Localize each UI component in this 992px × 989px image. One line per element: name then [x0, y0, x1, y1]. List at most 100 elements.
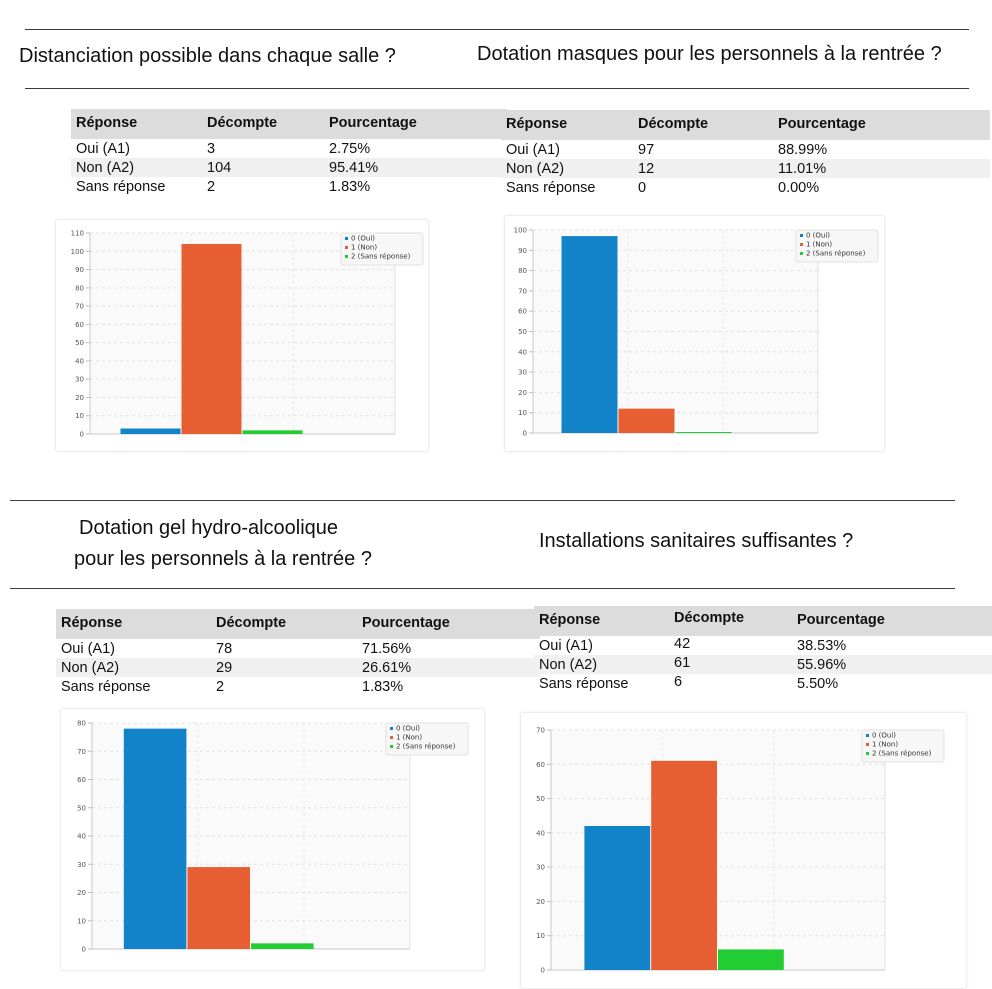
bar-chart: 0 10 20 30 40 50 60 70 80 90 100 110 0 (Oui)1 (Non)2… — [71, 230, 424, 439]
divider — [10, 500, 955, 501]
results-table: Réponse Décompte Pourcentage Oui (A1) 97… — [501, 110, 990, 197]
y-tick-label: 70 — [75, 303, 84, 311]
bar — [251, 943, 314, 949]
legend-swatch — [800, 252, 803, 255]
table-row: Non (A2) 61 55.96% — [534, 655, 992, 674]
y-tick-label: 50 — [75, 339, 84, 347]
table-row: Sans réponse 6 5.50% — [534, 674, 992, 693]
y-tick-label: 10 — [77, 917, 86, 925]
y-tick-label: 60 — [75, 321, 84, 329]
y-tick-label: 110 — [71, 230, 84, 238]
legend-swatch — [390, 727, 393, 730]
y-tick-label: 60 — [77, 776, 86, 784]
table-row: Non (A2) 29 26.61% — [56, 658, 540, 677]
legend-label: 2 (Sans réponse) — [351, 253, 411, 261]
section-title: Dotation masques pour les personnels à l… — [477, 43, 942, 65]
column-header: Réponse — [61, 615, 123, 631]
column-header: Réponse — [76, 115, 138, 131]
cell-pourcentage: 2.75% — [329, 141, 371, 157]
y-tick-label: 60 — [536, 761, 545, 769]
y-tick-label: 50 — [77, 804, 86, 812]
legend-swatch — [866, 752, 869, 755]
legend-swatch — [345, 237, 348, 240]
legend-swatch — [866, 734, 869, 737]
results-table: Réponse Décompte Pourcentage Oui (A1) 3 … — [71, 109, 507, 196]
section-title-line-2: pour les personnels à la rentrée ? — [74, 548, 372, 570]
cell-pourcentage: 11.01% — [778, 161, 827, 177]
table-row: Non (A2) 104 95.41% — [71, 158, 507, 177]
y-tick-label: 0 — [82, 946, 86, 954]
legend-swatch — [345, 246, 348, 249]
results-table: Réponse Décompte Pourcentage Oui (A1) 78… — [56, 609, 540, 696]
section-title: Distanciation possible dans chaque salle… — [19, 45, 396, 67]
section-title: Installations sanitaires suffisantes ? — [539, 530, 854, 552]
cell-decompte: 12 — [638, 161, 655, 177]
legend-swatch — [390, 745, 393, 748]
column-header: Réponse — [506, 116, 568, 132]
bar-chart: 0 10 20 30 40 50 60 70 0 (Oui)1 (Non)2 (Sans rép… — [536, 727, 945, 975]
y-tick-label: 70 — [77, 748, 86, 756]
legend-label: 2 (Sans réponse) — [872, 750, 932, 758]
column-header: Pourcentage — [329, 115, 417, 131]
bar-chart-panel: 0 10 20 30 40 50 60 70 80 90 100 110 0 (Oui) 1 (Non) 2… — [55, 219, 429, 452]
table-row: Oui (A1) 78 71.56% — [56, 639, 540, 658]
table-row: Sans réponse 2 1.83% — [71, 177, 507, 196]
y-tick-label: 0 — [80, 431, 84, 439]
y-tick-label: 50 — [518, 328, 527, 336]
y-tick-label: 70 — [536, 727, 545, 735]
y-tick-label: 0 — [523, 430, 527, 438]
y-tick-label: 90 — [75, 266, 84, 274]
y-tick-label: 10 — [75, 412, 84, 420]
y-tick-label: 80 — [518, 267, 527, 275]
bar — [242, 430, 303, 434]
legend-label: 0 (Oui) — [872, 732, 896, 740]
bar-chart-panel: 0 10 20 30 40 50 60 70 0 (Oui) 1 (Non) 2 (Sans rép… — [520, 712, 967, 989]
cell-decompte: 3 — [207, 141, 216, 157]
bar — [123, 728, 187, 949]
table-row: Non (A2) 12 11.01% — [501, 159, 990, 178]
cell-pourcentage: 1.83% — [329, 179, 371, 195]
cell-reponse: Oui (A1) — [76, 141, 130, 157]
legend-label: 1 (Non) — [872, 741, 898, 749]
legend-swatch — [345, 255, 348, 258]
divider — [10, 588, 955, 589]
y-tick-label: 0 — [541, 967, 545, 975]
legend-box — [340, 232, 424, 266]
bar — [718, 949, 784, 970]
y-tick-label: 20 — [77, 889, 86, 897]
cell-pourcentage: 71.56% — [362, 641, 412, 657]
cell-decompte: 42 — [674, 636, 691, 652]
y-tick-label: 20 — [518, 389, 527, 397]
cell-decompte: 97 — [638, 142, 655, 158]
y-tick-label: 80 — [75, 284, 84, 292]
cell-decompte: 29 — [216, 660, 233, 676]
cell-pourcentage: 55.96% — [797, 657, 847, 673]
legend-swatch — [800, 243, 803, 246]
legend-label: 0 (Oui) — [396, 725, 420, 733]
y-tick-label: 60 — [518, 308, 527, 316]
y-tick-label: 20 — [536, 898, 545, 906]
bar — [187, 867, 250, 949]
legend-box — [385, 722, 469, 756]
cell-reponse: Sans réponse — [61, 679, 151, 695]
table-header: Réponse Décompte Pourcentage — [534, 606, 992, 636]
y-tick-label: 90 — [518, 247, 527, 255]
bar — [181, 243, 242, 434]
bar — [584, 826, 651, 970]
y-tick-label: 40 — [536, 829, 545, 837]
cell-decompte: 78 — [216, 641, 233, 657]
y-tick-label: 20 — [75, 394, 84, 402]
cell-decompte: 2 — [216, 679, 225, 695]
table-header: Réponse Décompte Pourcentage — [56, 609, 540, 639]
cell-reponse: Sans réponse — [506, 180, 596, 196]
cell-reponse: Sans réponse — [76, 179, 166, 195]
bar — [651, 760, 717, 970]
cell-reponse: Non (A2) — [506, 161, 565, 177]
table-header: Réponse Décompte Pourcentage — [501, 110, 990, 140]
plot-area — [90, 233, 395, 434]
y-tick-label: 10 — [518, 409, 527, 417]
column-header: Décompte — [207, 115, 278, 131]
divider — [25, 88, 969, 89]
y-tick-label: 30 — [77, 861, 86, 869]
divider — [25, 29, 969, 30]
